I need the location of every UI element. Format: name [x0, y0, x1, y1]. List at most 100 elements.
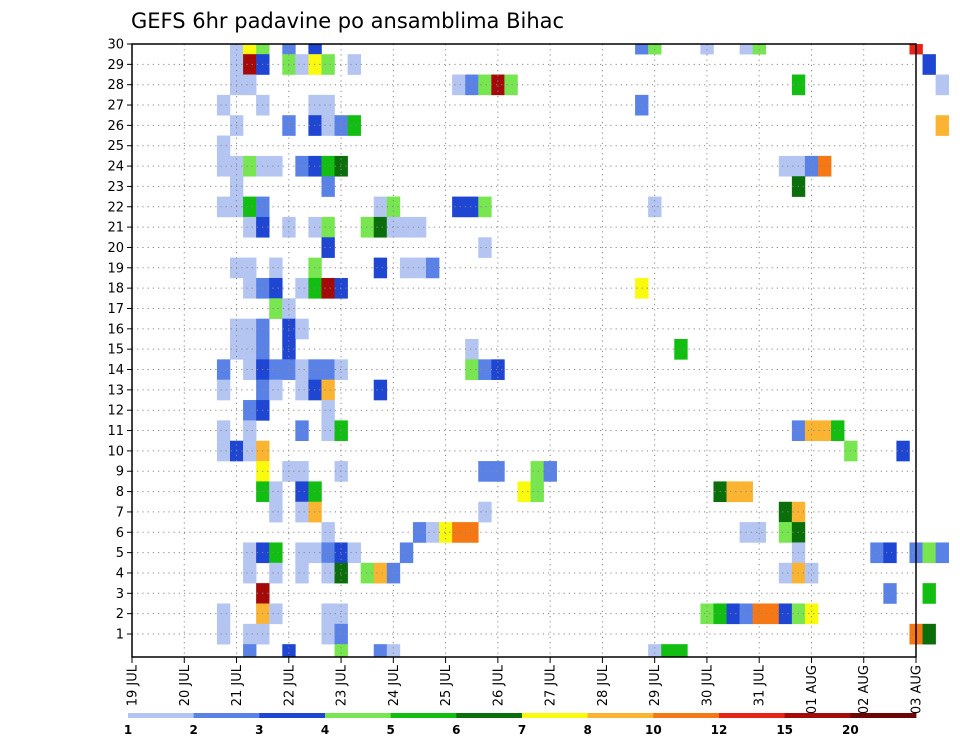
heatmap-cell: [922, 54, 936, 75]
heatmap-cell: [243, 644, 257, 658]
heatmap-cell: [386, 562, 401, 584]
heatmap-cell: [386, 196, 401, 218]
x-tick-label: 22 JUL: [282, 664, 297, 706]
heatmap-cell: [334, 155, 348, 177]
heatmap-cell: [399, 216, 414, 238]
heatmap-cell: [216, 359, 231, 380]
legend-swatch: [325, 713, 392, 718]
heatmap-cell: [269, 277, 283, 299]
heatmap-cell: [243, 318, 257, 340]
heatmap-cell: [386, 216, 401, 238]
x-tick-label: 02 AUG: [857, 665, 872, 714]
heatmap-cell: [739, 44, 753, 55]
legend-swatch: [850, 713, 917, 718]
heatmap-cell: [504, 74, 518, 96]
x-tick-label: 28 JUL: [596, 664, 611, 706]
heatmap-cell: [635, 44, 649, 55]
x-tick-label: 27 JUL: [544, 664, 559, 706]
legend-level-label: 15: [776, 723, 793, 737]
legend-level-label: 20: [842, 723, 859, 737]
heatmap-cell: [243, 359, 257, 380]
y-tick-label: 4: [116, 566, 124, 581]
heatmap-cell: [321, 522, 335, 543]
heatmap-cell: [321, 379, 335, 401]
heatmap-cell: [243, 440, 257, 462]
heatmap-cell: [412, 216, 427, 238]
y-tick-label: 29: [107, 58, 124, 73]
heatmap-cell: [216, 196, 231, 218]
heatmap-cell: [674, 339, 688, 360]
heatmap-cell: [804, 420, 819, 442]
heatmap-cell: [478, 237, 492, 258]
legend-swatch: [522, 713, 589, 718]
heatmap-cell: [321, 623, 335, 645]
heatmap-cell: [412, 257, 427, 279]
heatmap-cell: [935, 115, 949, 136]
heatmap-cell: [321, 176, 335, 197]
heatmap-cell: [243, 339, 257, 360]
legend-level-label: 10: [645, 723, 662, 737]
heatmap-cell: [216, 440, 231, 462]
heatmap-cell: [426, 257, 440, 279]
heatmap-cell: [216, 379, 231, 401]
heatmap-cell: [491, 74, 505, 96]
heatmap-cell: [778, 522, 793, 543]
y-tick-label: 23: [107, 180, 124, 195]
heatmap-cell: [216, 420, 231, 442]
y-tick-label: 24: [107, 160, 124, 175]
y-tick-label: 15: [107, 343, 124, 358]
heatmap-cell: [530, 461, 544, 482]
legend-swatch: [587, 713, 654, 718]
y-tick-label: 25: [107, 139, 124, 154]
heatmap-cell: [321, 54, 335, 75]
heatmap-cell: [360, 216, 375, 238]
heatmap-cell: [321, 237, 335, 258]
y-tick-label: 17: [107, 302, 124, 317]
heatmap-cell: [334, 542, 348, 564]
heatmap-cell: [269, 257, 283, 279]
heatmap-cell: [308, 44, 322, 55]
x-axis: 19 JUL 20 JUL 21 JUL 22 JUL 23 JUL 24 JUL 25 J…: [126, 657, 925, 714]
grid-lines: [132, 44, 916, 657]
heatmap-cell: [870, 542, 884, 564]
heatmap-cell: [373, 644, 388, 658]
heatmap-cell: [321, 216, 335, 238]
heatmap-cell: [347, 115, 361, 136]
y-tick-label: 19: [107, 261, 124, 276]
y-tick-label: 21: [107, 221, 124, 236]
plot-frame: [131, 43, 917, 658]
legend-level-label: 3: [255, 723, 263, 737]
heatmap-cell: [295, 155, 309, 177]
y-tick-label: 18: [107, 282, 124, 297]
heatmap-cell: [269, 298, 283, 319]
x-tick-label: 03 AUG: [910, 665, 925, 714]
y-tick-label: 9: [116, 465, 124, 480]
heatmap-cell: [269, 501, 283, 523]
heatmap-cell: [334, 562, 348, 584]
heatmap-cell: [243, 257, 257, 279]
heatmap-cell: [295, 481, 309, 503]
y-tick-label: 11: [107, 424, 124, 439]
heatmap-cell: [478, 196, 492, 218]
chart-title: GEFS 6hr padavine po ansamblima Bihac: [131, 9, 564, 33]
heatmap-cell: [334, 359, 348, 380]
heatmap-cell: [216, 94, 231, 116]
heatmap-cell: [295, 54, 309, 75]
x-tick-label: 25 JUL: [439, 664, 454, 706]
heatmap-cell: [295, 318, 309, 340]
heatmap-cell: [778, 562, 793, 584]
y-tick-label: 22: [107, 200, 124, 215]
heatmap-cell: [491, 359, 505, 380]
heatmap-cell: [282, 644, 296, 658]
heatmap-cell: [295, 359, 309, 380]
heatmap-cell: [256, 44, 270, 55]
colorbar-legend: 1 2 3 4 5 6 7 8 10 12 15 20: [124, 713, 917, 737]
x-tick-label: 24 JUL: [387, 664, 402, 706]
heatmap-cell: [883, 583, 897, 604]
heatmap-cell: [334, 277, 348, 299]
heatmap-cell: [935, 74, 949, 96]
heatmap-cell: [269, 379, 283, 401]
heatmap-cell: [804, 155, 819, 177]
legend-level-label: 8: [583, 723, 591, 737]
heatmap-cell: [935, 542, 949, 564]
